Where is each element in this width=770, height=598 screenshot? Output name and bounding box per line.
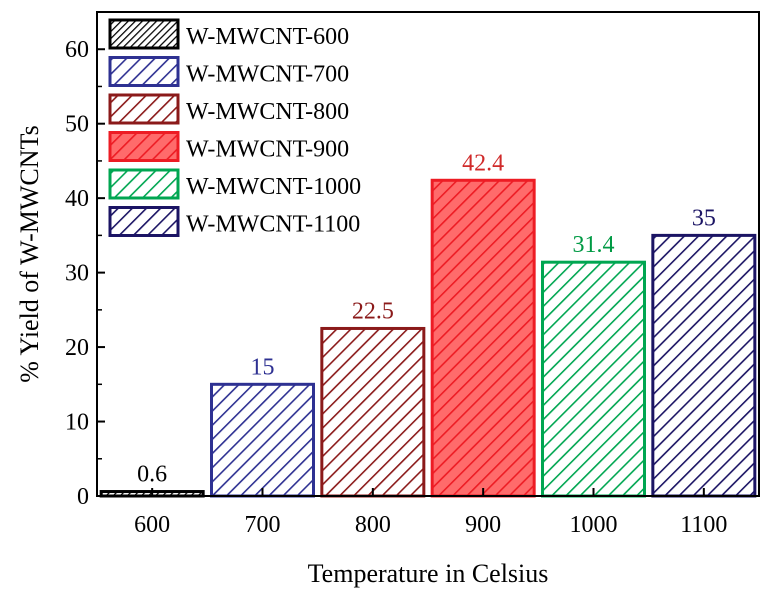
legend-label-700: W-MWCNT-700 — [186, 62, 349, 88]
y-tick-label: 40 — [65, 186, 89, 212]
legend-label-1000: W-MWCNT-1000 — [186, 174, 361, 200]
y-tick-label: 0 — [77, 484, 89, 510]
bar-800 — [320, 326, 426, 498]
bar-700 — [210, 382, 315, 498]
x-tick-label-800: 800 — [355, 512, 391, 538]
legend: W-MWCNT-600 W-MWCNT-700 W-MWCNT-800 W-MWCNT… — [108, 18, 361, 238]
bars-group — [99, 178, 757, 498]
y-tick-label: 10 — [65, 410, 89, 436]
y-axis-title: % Yield of W-MWCNTs — [15, 125, 44, 382]
legend-label-800: W-MWCNT-800 — [186, 99, 349, 125]
value-label-800: 22.5 — [352, 298, 394, 324]
x-axis-ticks: 600 700 800 900 1000 1100 — [134, 488, 727, 538]
y-tick-label: 30 — [65, 261, 89, 287]
value-label-1100: 35 — [692, 205, 716, 231]
legend-label-1100: W-MWCNT-1100 — [186, 212, 360, 238]
x-tick-label-1100: 1100 — [680, 512, 727, 538]
bar-1000 — [541, 260, 646, 498]
plot-frame — [96, 11, 760, 497]
y-tick-label: 20 — [65, 335, 89, 361]
x-tick-label-600: 600 — [134, 512, 170, 538]
legend-swatch-700 — [108, 56, 180, 87]
legend-label-900: W-MWCNT-900 — [186, 137, 349, 163]
value-label-900: 42.4 — [462, 150, 504, 176]
bar-900 — [430, 178, 536, 498]
legend-swatch-1100 — [108, 206, 180, 237]
legend-label-600: W-MWCNT-600 — [186, 24, 349, 50]
x-tick-label-700: 700 — [245, 512, 281, 538]
legend-swatch-900 — [108, 131, 180, 162]
legend-swatch-600 — [108, 18, 180, 50]
y-tick-label: 60 — [65, 37, 89, 63]
value-label-1000: 31.4 — [573, 232, 615, 258]
value-label-600: 0.6 — [137, 462, 167, 488]
x-axis-title: Temperature in Celsius — [308, 559, 549, 588]
legend-swatch-800 — [108, 93, 180, 125]
value-label-700: 15 — [251, 354, 275, 380]
y-tick-label: 50 — [65, 112, 89, 138]
x-tick-label-1000: 1000 — [570, 512, 618, 538]
bar-1100 — [651, 233, 757, 498]
y-axis-ticks: 0 10 20 30 40 50 60 — [65, 37, 105, 510]
legend-swatch-1000 — [108, 168, 180, 200]
x-tick-label-900: 900 — [465, 512, 501, 538]
value-labels-group: 0.6 15 22.5 42.4 31.4 35 — [137, 150, 716, 487]
